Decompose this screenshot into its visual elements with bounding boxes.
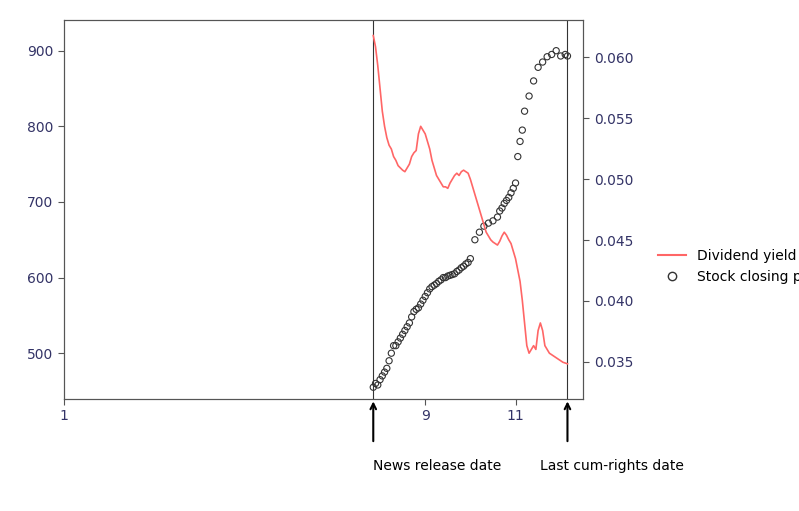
Point (516, 126, 529, 134)
Point (500, 196, 513, 204)
Point (536, 58, 549, 66)
Point (523, 92, 535, 100)
Point (464, 254, 477, 263)
Text: News release date: News release date (373, 459, 502, 473)
Point (527, 77, 540, 85)
Point (435, 276, 447, 284)
Point (410, 305, 423, 313)
Point (531, 63, 544, 72)
Point (459, 260, 472, 268)
Point (453, 266, 466, 274)
Point (374, 376, 387, 384)
Point (511, 152, 524, 160)
Point (446, 270, 459, 278)
Text: Last cum-rights date: Last cum-rights date (540, 459, 684, 473)
Point (383, 357, 396, 365)
Point (426, 283, 439, 291)
Point (495, 204, 508, 212)
Point (545, 51, 558, 59)
Point (407, 308, 420, 316)
Point (559, 51, 571, 59)
Point (507, 184, 519, 193)
Point (376, 372, 388, 380)
Point (478, 222, 491, 230)
Point (505, 189, 518, 197)
Point (385, 349, 398, 357)
Point (443, 271, 456, 280)
Point (487, 217, 499, 225)
Point (369, 379, 382, 387)
Point (423, 285, 436, 293)
Legend: Dividend yield, Stock closing price: Dividend yield, Stock closing price (653, 243, 799, 289)
Point (415, 300, 427, 308)
Point (419, 292, 431, 300)
Point (491, 213, 504, 221)
Point (367, 383, 380, 391)
Point (503, 193, 515, 201)
Point (509, 179, 522, 187)
Point (448, 270, 461, 278)
Point (416, 296, 429, 305)
Point (380, 364, 393, 373)
Point (405, 313, 418, 321)
Point (541, 53, 554, 61)
Point (561, 52, 574, 60)
Point (388, 341, 400, 350)
Point (493, 207, 506, 215)
Point (427, 281, 440, 289)
Point (473, 228, 486, 236)
Point (394, 334, 407, 342)
Point (441, 272, 454, 280)
Point (462, 259, 475, 267)
Point (482, 219, 495, 227)
Point (403, 319, 415, 327)
Point (550, 47, 562, 55)
Point (451, 267, 463, 275)
Point (498, 199, 511, 207)
Point (401, 322, 414, 331)
Point (439, 273, 452, 282)
Point (432, 277, 445, 286)
Point (455, 264, 467, 272)
Point (389, 341, 402, 350)
Point (399, 327, 411, 335)
Point (392, 338, 404, 346)
Point (457, 262, 470, 270)
Point (555, 52, 567, 60)
Point (430, 280, 443, 288)
Point (421, 289, 434, 297)
Point (519, 107, 531, 115)
Point (514, 137, 527, 146)
Point (372, 381, 384, 389)
Point (468, 236, 481, 244)
Point (378, 368, 391, 376)
Point (396, 330, 409, 338)
Point (412, 304, 425, 312)
Point (437, 273, 450, 282)
